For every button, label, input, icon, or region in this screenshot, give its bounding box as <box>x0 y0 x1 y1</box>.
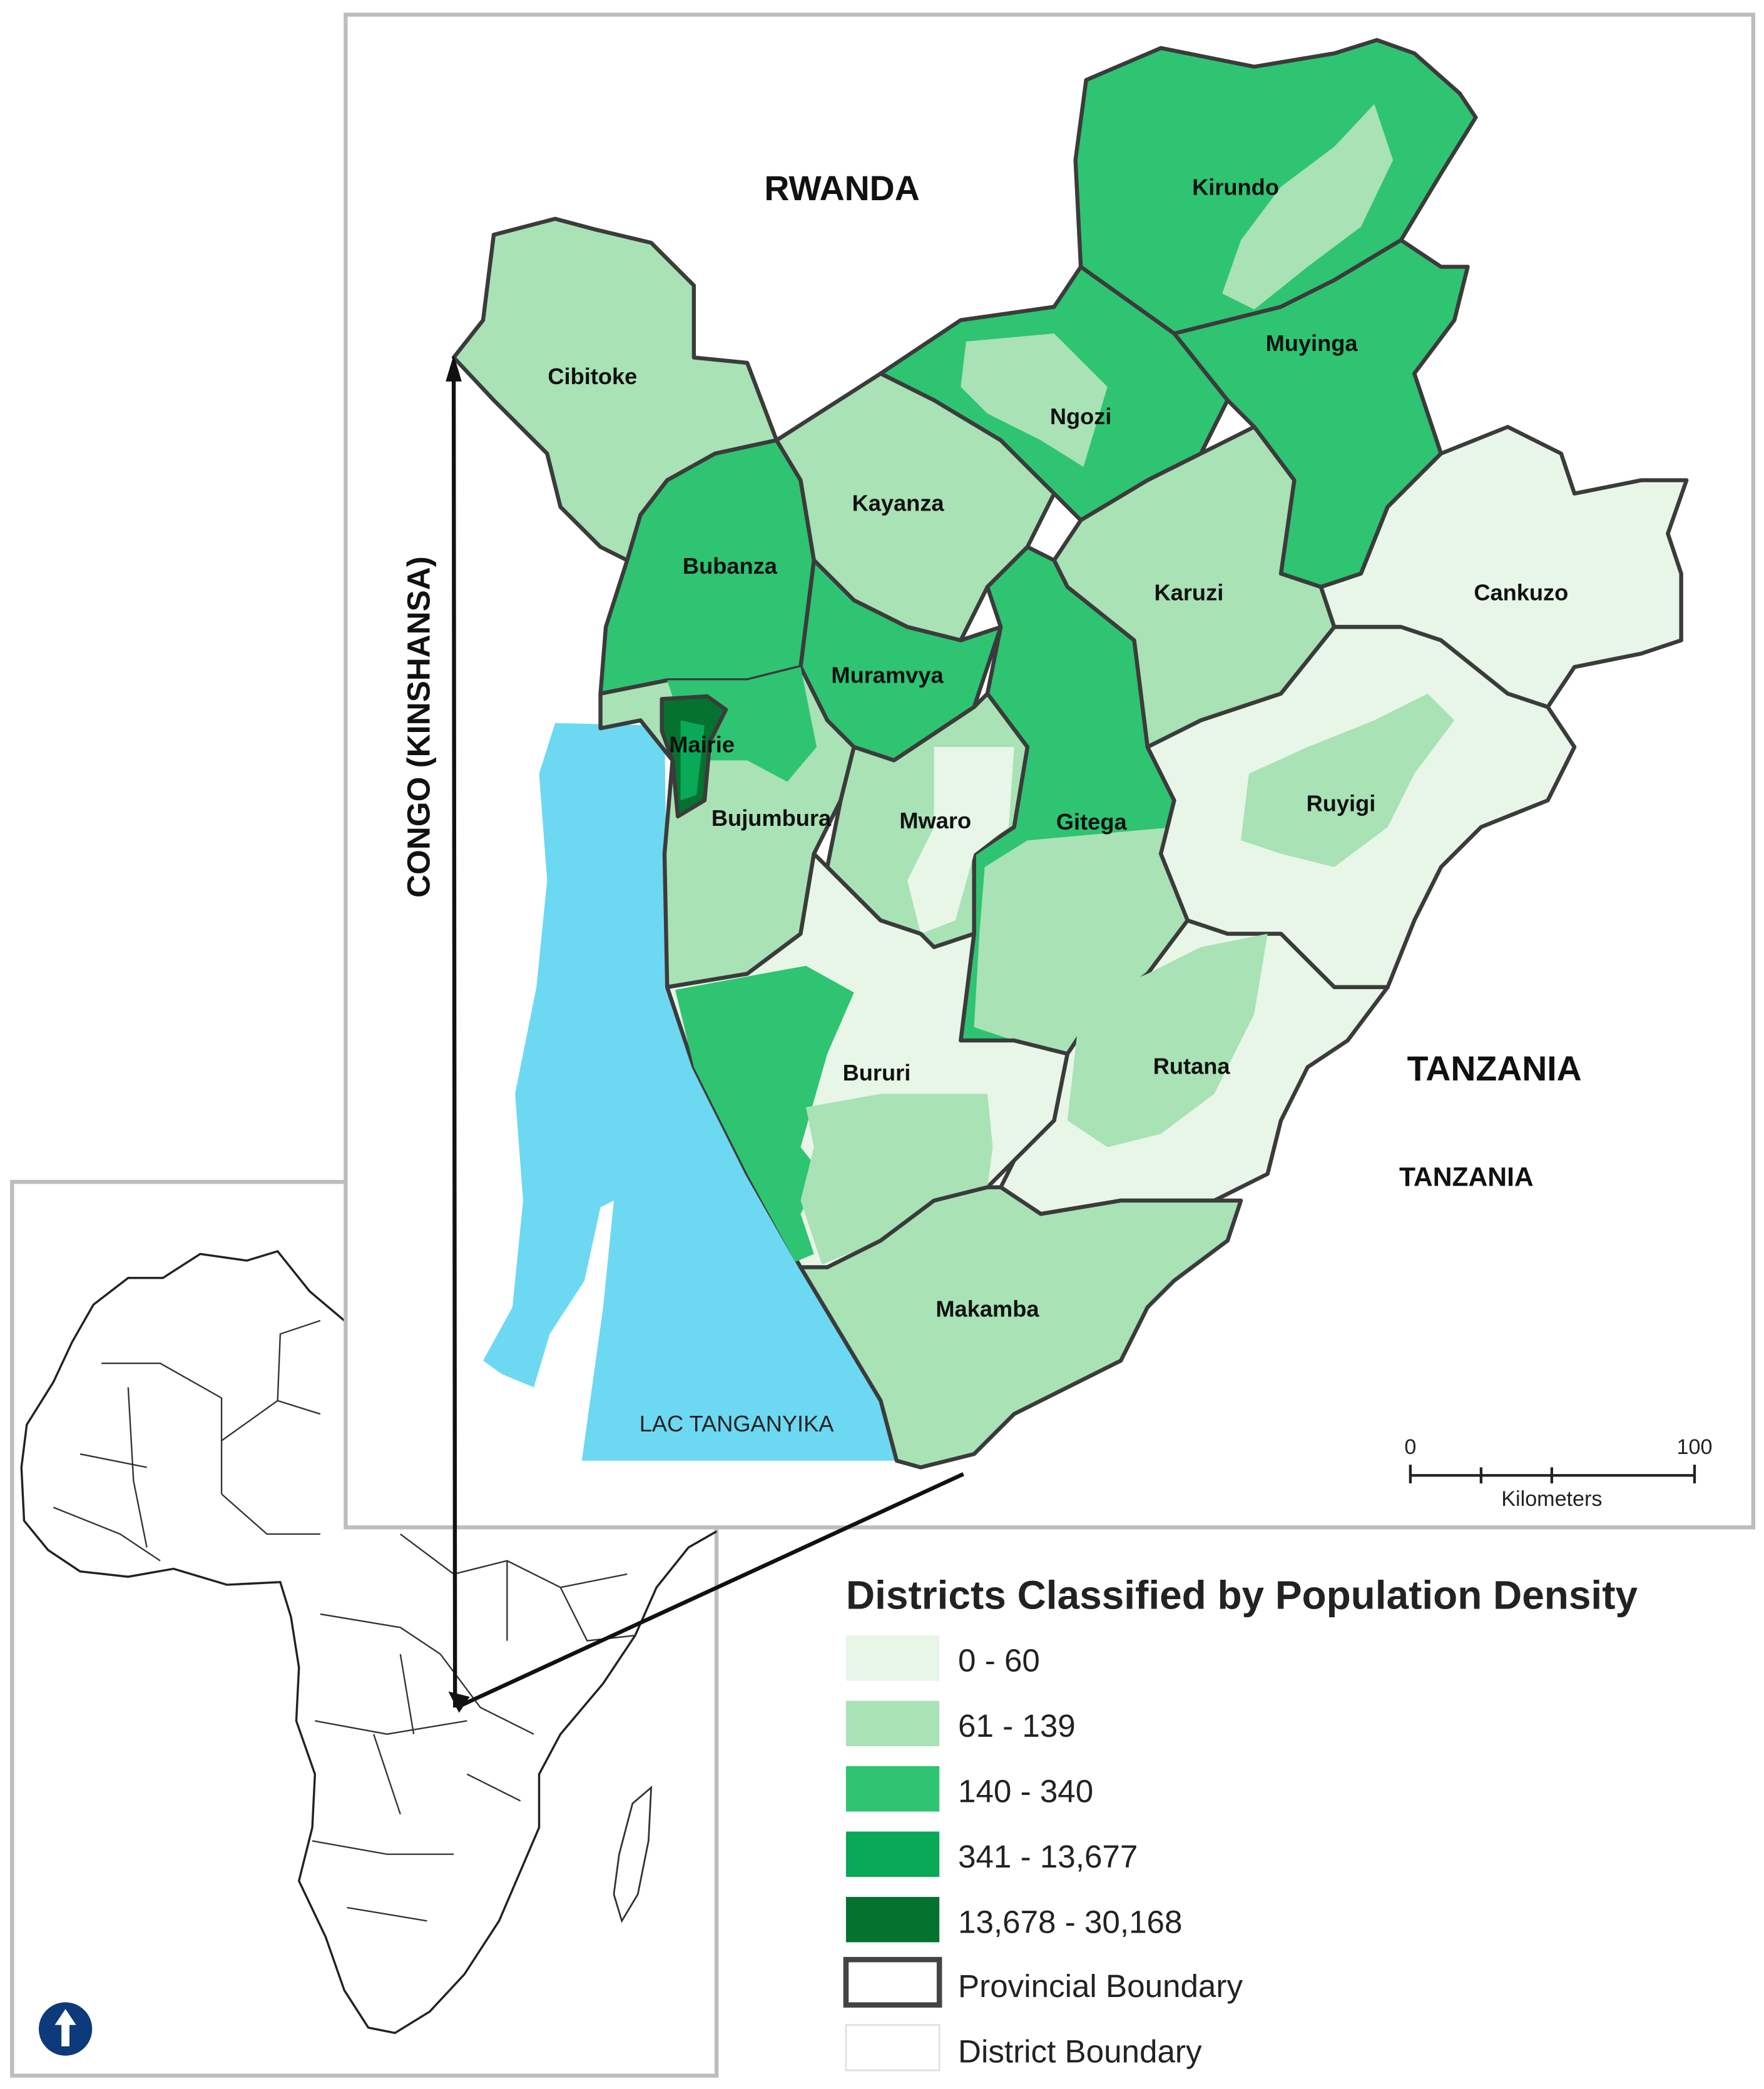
label-mwaro: Mwaro <box>899 808 971 833</box>
legend-swatch-4 <box>845 1896 940 1943</box>
legend-label-district: District Boundary <box>958 2033 1202 2069</box>
label-rwanda: RWANDA <box>764 169 919 208</box>
label-tanzania-1: TANZANIA <box>1407 1049 1582 1088</box>
province-makamba <box>798 1185 1243 1470</box>
label-karuzi: Karuzi <box>1155 579 1224 605</box>
legend-label-0: 0 - 60 <box>958 1643 1040 1679</box>
mwaro-inner-district <box>907 747 1014 934</box>
label-gitega: Gitega <box>1056 809 1128 835</box>
ngozi-inner-district <box>961 333 1108 467</box>
madagascar-outline <box>613 1785 653 1923</box>
label-bururi: Bururi <box>843 1060 911 1085</box>
legend-swatch-3 <box>845 1831 940 1877</box>
legend-label-2: 140 - 340 <box>958 1774 1093 1809</box>
legend-swatch-provincial <box>843 1956 942 2008</box>
bururi-south-district <box>800 1094 993 1265</box>
mairie-inner-district <box>680 720 705 801</box>
label-makamba: Makamba <box>936 1296 1039 1321</box>
label-bubanza: Bubanza <box>683 553 778 579</box>
label-congo: CONGO (KINSHANSA) <box>401 556 437 898</box>
africa-outline <box>20 1250 717 2035</box>
legend: Districts Classified by Population Densi… <box>843 1572 1638 2071</box>
rutana-inner-district <box>1067 933 1268 1147</box>
locator-line-left <box>451 362 457 1708</box>
locator-arrowhead-top <box>446 355 462 382</box>
legend-swatch-district <box>845 2024 941 2071</box>
scale-bar: 0 100 Kilometers <box>1404 1435 1712 1511</box>
label-cankuzo: Cankuzo <box>1474 579 1568 605</box>
scale-bar-unit: Kilometers <box>1501 1487 1602 1511</box>
label-lake-tanganyika: LAC TANGANYIKA <box>640 1411 835 1436</box>
scale-bar-end: 100 <box>1677 1435 1713 1459</box>
label-muramvya: Muramvya <box>831 663 944 688</box>
legend-swatch-0 <box>845 1635 940 1681</box>
label-kayanza: Kayanza <box>852 490 945 516</box>
gitega-inner-district <box>974 826 1188 1054</box>
label-cibitoke: Cibitoke <box>548 363 637 389</box>
label-bujumbura: Bujumbura <box>711 805 832 831</box>
burundi-provinces <box>451 38 1689 1470</box>
legend-label-1: 61 - 139 <box>958 1708 1076 1744</box>
label-rutana: Rutana <box>1153 1053 1231 1079</box>
scale-bar-start: 0 <box>1404 1435 1416 1459</box>
kirundo-inner-district <box>1222 104 1394 310</box>
legend-swatch-2 <box>845 1766 940 1812</box>
label-mairie: Mairie <box>669 732 735 758</box>
locator-arrowhead <box>448 1691 470 1713</box>
province-labels: Kirundo Muyinga Cibitoke Ngozi Kayanza B… <box>548 174 1568 1321</box>
label-ruyigi: Ruyigi <box>1307 790 1376 816</box>
legend-label-provincial: Provincial Boundary <box>958 1968 1243 2004</box>
legend-label-4: 13,678 - 30,168 <box>958 1904 1182 1940</box>
legend-label-3: 341 - 13,677 <box>958 1839 1138 1874</box>
lake-tanganyika <box>482 723 897 1461</box>
ruyigi-inner-district <box>1241 693 1455 867</box>
africa-country-borders <box>53 1319 636 1922</box>
legend-title: Districts Classified by Population Densi… <box>846 1572 1638 1617</box>
label-tanzania-2: TANZANIA <box>1399 1162 1534 1192</box>
locator-line-right <box>455 1472 964 1710</box>
legend-swatch-1 <box>845 1700 940 1747</box>
north-arrow-icon <box>38 2002 93 2056</box>
scale-bar-line <box>1409 1465 1696 1483</box>
label-kirundo: Kirundo <box>1192 174 1279 200</box>
label-ngozi: Ngozi <box>1050 404 1112 429</box>
label-muyinga: Muyinga <box>1266 330 1359 356</box>
